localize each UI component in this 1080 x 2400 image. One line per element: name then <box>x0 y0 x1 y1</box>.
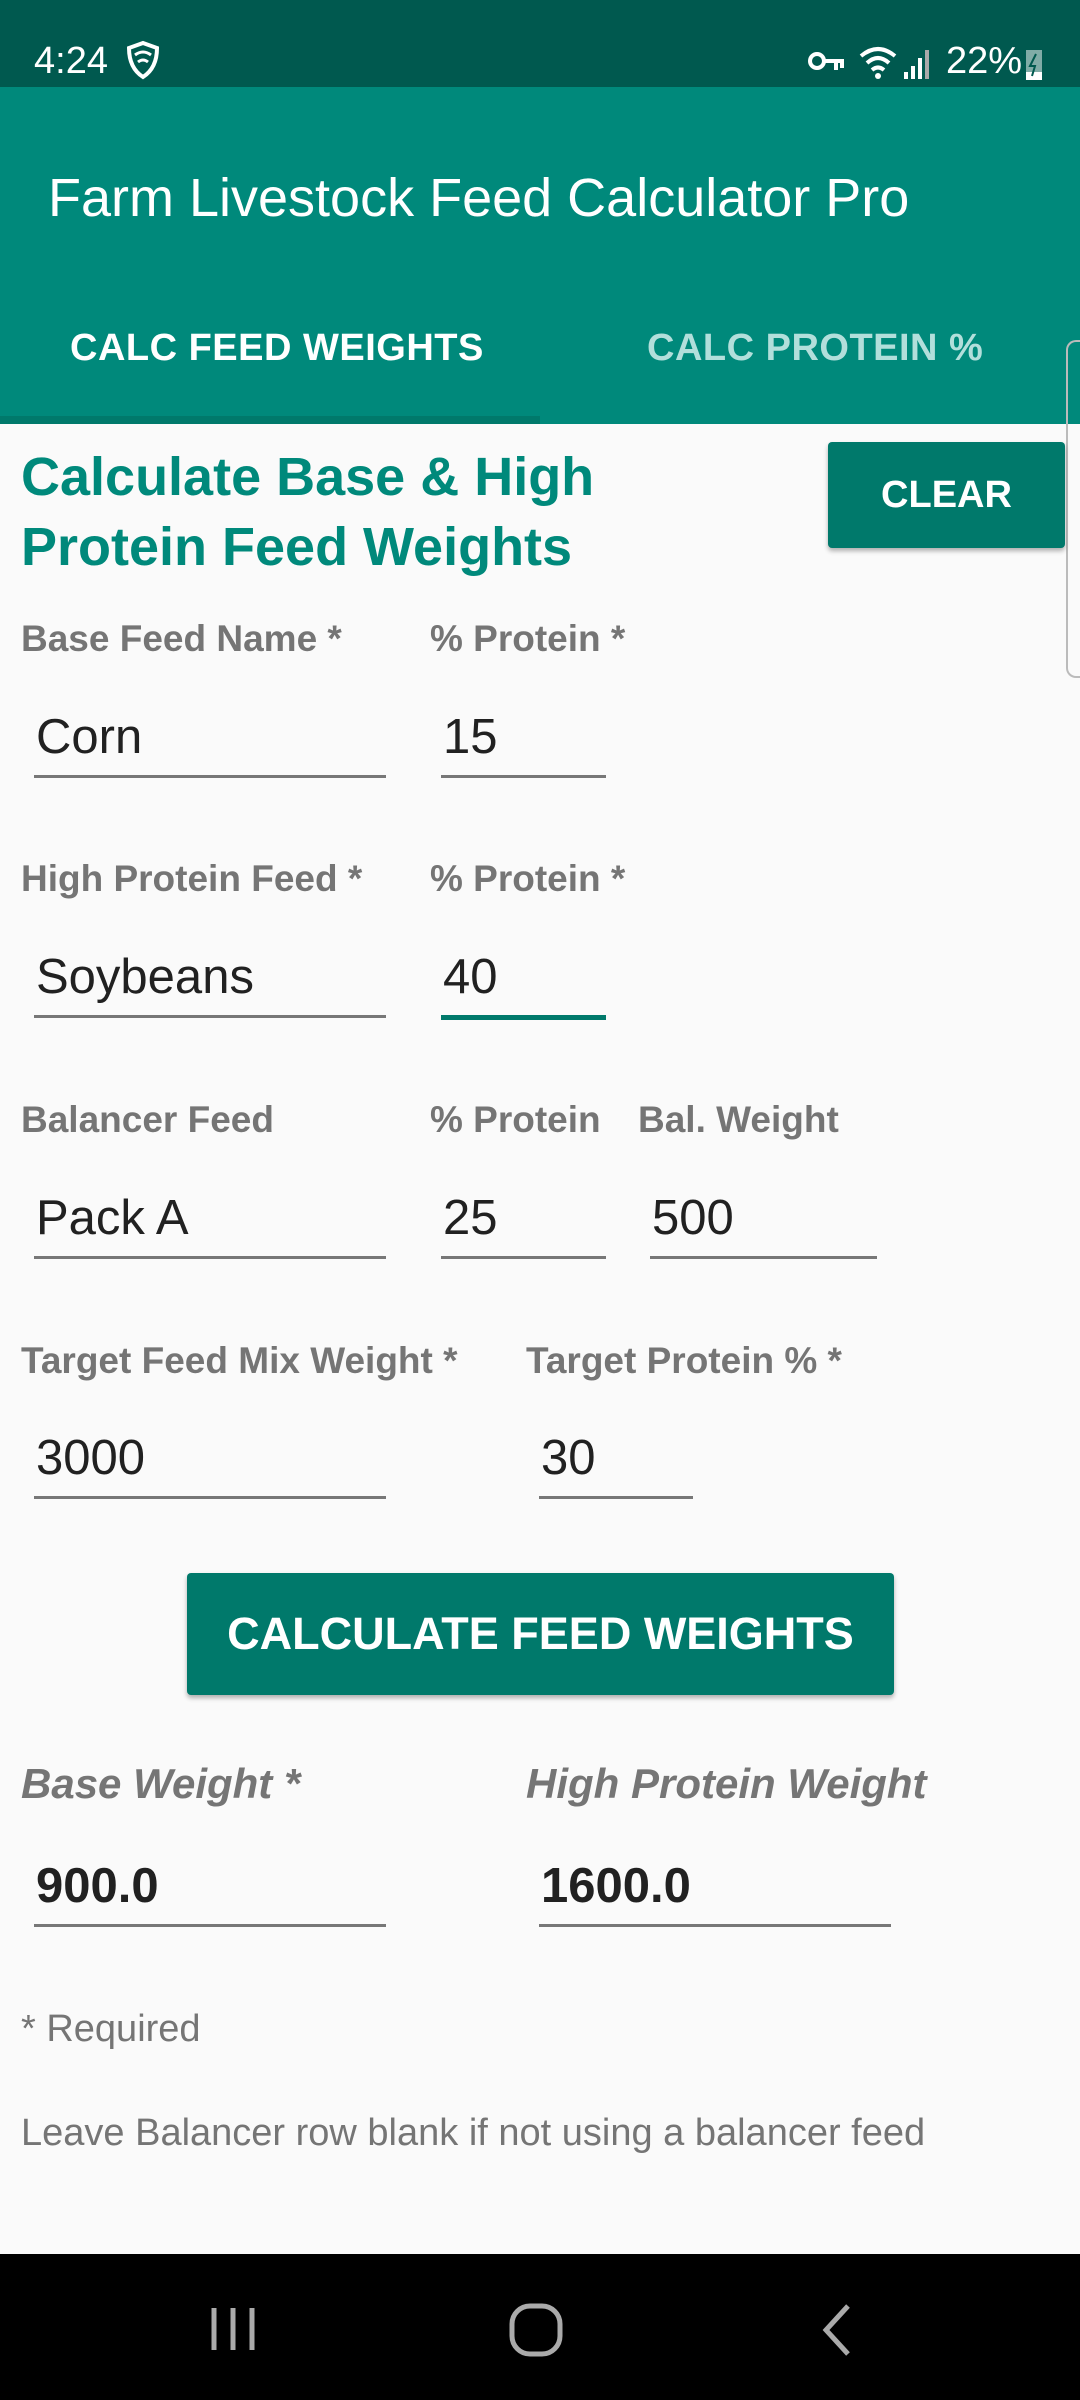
high-feed-name-value: Soybeans <box>36 950 254 1004</box>
required-note: * Required <box>21 2008 201 2050</box>
balancer-feed-label: Balancer Feed <box>21 1099 274 1140</box>
high-protein-label: % Protein * <box>430 858 626 899</box>
base-protein-value: 15 <box>443 710 498 764</box>
app-title: Farm Livestock Feed Calculator Pro <box>48 168 910 228</box>
high-feed-name-label: High Protein Feed * <box>21 858 363 899</box>
tab-calc-feed-weights[interactable]: CALC FEED WEIGHTS <box>70 327 484 369</box>
high-protein-weight-output[interactable]: 1600.0 <box>539 1848 891 1927</box>
base-protein-input[interactable]: 15 <box>441 700 606 778</box>
target-mix-weight-input[interactable]: 3000 <box>34 1421 386 1499</box>
tab-indicator <box>0 416 540 424</box>
base-weight-value: 900.0 <box>36 1859 159 1913</box>
scrollbar[interactable] <box>1066 340 1080 678</box>
recent-apps-icon[interactable] <box>208 2304 258 2354</box>
target-mix-weight-value: 3000 <box>36 1431 146 1485</box>
high-protein-input[interactable]: 40 <box>441 940 606 1020</box>
balancer-feed-input[interactable]: Pack A <box>34 1181 386 1259</box>
calculate-feed-weights-button[interactable]: CALCULATE FEED WEIGHTS <box>187 1573 894 1695</box>
high-protein-weight-value: 1600.0 <box>541 1859 691 1913</box>
base-feed-name-label: Base Feed Name * <box>21 618 342 659</box>
home-icon[interactable] <box>508 2302 564 2358</box>
target-protein-value: 30 <box>541 1431 596 1485</box>
battery-charging-icon <box>1026 50 1042 80</box>
wifi-icon <box>859 47 897 79</box>
app-bar: Farm Livestock Feed Calculator Pro CALC … <box>0 87 1080 424</box>
navigation-bar <box>0 2254 1080 2400</box>
high-protein-weight-label: High Protein Weight <box>526 1760 927 1807</box>
back-icon[interactable] <box>820 2302 854 2358</box>
balancer-weight-value: 500 <box>652 1191 734 1245</box>
target-protein-label: Target Protein % * <box>526 1340 842 1381</box>
battery-percent: 22% <box>946 40 1023 82</box>
vpn-shield-icon <box>126 40 160 80</box>
clear-button[interactable]: CLEAR <box>828 442 1065 548</box>
balancer-note: Leave Balancer row blank if not using a … <box>21 2112 926 2154</box>
balancer-protein-input[interactable]: 25 <box>441 1181 606 1259</box>
key-icon <box>808 52 844 70</box>
page-heading: Calculate Base & High Protein Feed Weigh… <box>21 447 595 577</box>
signal-icon <box>904 50 929 79</box>
base-protein-label: % Protein * <box>430 618 626 659</box>
high-feed-name-input[interactable]: Soybeans <box>34 940 386 1018</box>
balancer-protein-label: % Protein <box>430 1099 601 1140</box>
balancer-protein-value: 25 <box>443 1191 498 1245</box>
target-mix-weight-label: Target Feed Mix Weight * <box>21 1340 458 1381</box>
balancer-feed-value: Pack A <box>36 1191 189 1245</box>
base-feed-name-value: Corn <box>36 710 143 764</box>
base-weight-output[interactable]: 900.0 <box>34 1848 386 1927</box>
base-feed-name-input[interactable]: Corn <box>34 700 386 778</box>
base-weight-label: Base Weight * <box>21 1760 301 1807</box>
status-bar: 4:24 22% <box>0 0 1080 87</box>
balancer-weight-input[interactable]: 500 <box>650 1181 877 1259</box>
status-time: 4:24 <box>34 40 108 82</box>
target-protein-input[interactable]: 30 <box>539 1421 693 1499</box>
balancer-weight-label: Bal. Weight <box>638 1099 839 1140</box>
tab-calc-protein[interactable]: CALC PROTEIN % <box>647 327 984 369</box>
high-protein-value: 40 <box>443 950 498 1004</box>
